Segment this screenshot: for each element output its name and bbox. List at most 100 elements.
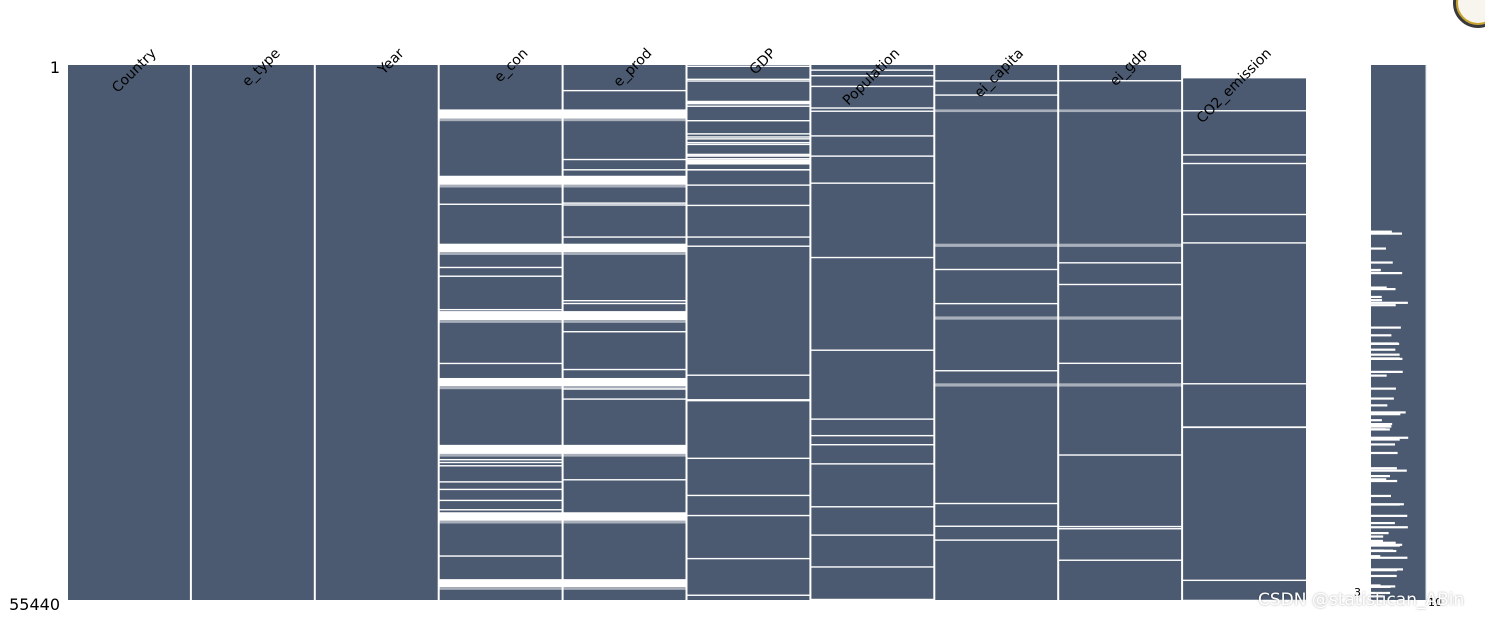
missing-row-line: [686, 236, 811, 238]
missing-band: [438, 587, 563, 590]
missing-band: [562, 453, 687, 457]
sparkline-gap: [1371, 544, 1400, 547]
sparkline-gap: [1371, 269, 1381, 272]
sparkline-gap: [1371, 479, 1398, 483]
missing-band: [562, 109, 687, 119]
missing-band: [934, 109, 1059, 113]
missing-row-line: [438, 266, 563, 269]
sparkline-gap: [1371, 353, 1400, 356]
missing-row-line: [1058, 283, 1183, 286]
sparkline-gap: [1371, 549, 1394, 552]
missing-row-line: [1182, 579, 1306, 582]
missing-row-line: [686, 204, 811, 207]
sparkline-gap: [1371, 478, 1387, 481]
y-tick-bottom: 55440: [9, 595, 60, 614]
missing-row-line: [1182, 162, 1306, 165]
missing-band: [438, 377, 563, 386]
missing-band: [562, 311, 687, 321]
missing-row-line: [810, 256, 935, 259]
sparkline-gap: [1371, 404, 1388, 407]
missing-row-line: [686, 141, 811, 144]
sparkline-body: [1371, 65, 1426, 600]
column-e_prod-body: [562, 65, 687, 600]
missing-band: [438, 109, 563, 119]
sparkline-gap: [1371, 569, 1398, 572]
missing-band: [562, 579, 687, 588]
sparkline-gap: [1371, 591, 1391, 595]
missing-row-line: [438, 481, 563, 483]
missing-row-line: [934, 94, 1059, 96]
missing-row-line: [686, 138, 811, 140]
sparkline-gap: [1371, 247, 1386, 250]
sparkline-gap: [1371, 348, 1396, 351]
sparkline-gap: [1371, 413, 1401, 416]
sparkline-gap: [1371, 467, 1397, 470]
column-gdp-body: [686, 65, 811, 600]
sparkline-gap: [1371, 326, 1401, 329]
missing-row-line: [1058, 454, 1183, 456]
sparkline-gap: [1371, 595, 1384, 598]
missing-row-line: [1182, 110, 1306, 112]
sparkline-gap: [1371, 541, 1396, 544]
sparkline-gap: [1371, 295, 1382, 299]
missing-row-line: [810, 434, 935, 437]
missing-row-line: [686, 105, 811, 107]
missing-row-line: [810, 349, 935, 351]
missing-row-line: [1182, 426, 1306, 429]
missing-row-line: [686, 136, 811, 138]
sparkline-gap: [1371, 514, 1408, 517]
missing-row-line: [686, 102, 811, 105]
missing-band: [562, 386, 687, 390]
missing-band: [438, 520, 563, 524]
missing-band: [1182, 65, 1306, 79]
sparkline-gap: [1371, 411, 1406, 414]
missing-band: [438, 453, 563, 457]
missing-band: [562, 320, 687, 323]
missing-row-line: [562, 169, 687, 171]
missing-row-line: [686, 133, 811, 135]
missing-row-line: [810, 135, 935, 137]
missing-row-line: [562, 236, 687, 238]
sparkline-gap: [1371, 428, 1390, 431]
missing-row-line: [686, 494, 811, 497]
missing-row-line: [810, 566, 935, 568]
missing-band: [934, 243, 1059, 247]
missing-row-line: [934, 502, 1059, 505]
sparkline-gap: [1371, 539, 1383, 543]
missing-band: [562, 243, 687, 253]
missing-band: [562, 444, 687, 454]
sparkline-gap: [1371, 271, 1403, 275]
y-tick-top: 1: [50, 58, 60, 77]
missing-band: [438, 252, 563, 255]
missing-row-line: [562, 89, 687, 92]
missing-row-line: [562, 202, 687, 204]
missing-row-line: [686, 78, 811, 81]
sparkline-gap: [1371, 357, 1403, 360]
missing-row-line: [686, 158, 811, 160]
missing-band: [934, 316, 1059, 320]
column-e_con-body: [438, 65, 563, 600]
missing-band: [934, 383, 1059, 387]
missing-band: [562, 587, 687, 590]
sparkline-gap: [1371, 526, 1408, 529]
missing-row-line: [562, 331, 687, 333]
sparkline-gap: [1371, 574, 1397, 578]
missing-row-line: [686, 153, 811, 156]
sparkline-gap: [1371, 543, 1394, 546]
column-ei_gdp-body: [1058, 65, 1183, 600]
missing-row-line: [1058, 262, 1183, 264]
sparkline-max-label: 10: [1428, 596, 1442, 609]
sparkline-gap: [1371, 286, 1387, 289]
missing-band: [438, 243, 563, 253]
sparkline-gap: [1371, 304, 1396, 307]
missing-band: [438, 512, 563, 521]
missing-row-line: [438, 308, 563, 311]
missing-row-line: [438, 499, 563, 502]
missing-band: [438, 184, 563, 188]
missing-row-line: [686, 514, 811, 517]
missing-row-line: [810, 534, 935, 536]
sparkline-gap: [1371, 374, 1387, 377]
sparkline-min-label: 3: [1354, 586, 1361, 599]
missing-row-line: [686, 399, 811, 401]
missing-row-line: [686, 161, 811, 164]
